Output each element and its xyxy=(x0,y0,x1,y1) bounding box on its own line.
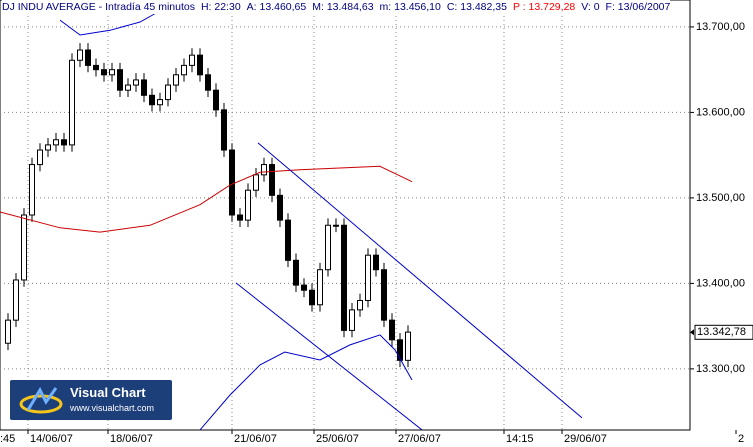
candle-body xyxy=(245,189,251,221)
candle-body xyxy=(293,259,299,286)
candle-body xyxy=(133,79,139,86)
watermark: Visual Chart www.visualchart.com xyxy=(10,380,172,420)
candle-body xyxy=(213,89,219,111)
candle-body xyxy=(229,149,235,216)
overlay-line xyxy=(257,142,583,419)
candle-body xyxy=(149,94,155,106)
candle-body xyxy=(277,194,283,221)
overlay-line xyxy=(59,11,159,36)
candle-body xyxy=(69,59,75,146)
last-value-arrow xyxy=(690,329,694,336)
candle-body xyxy=(45,144,51,151)
candle-body xyxy=(357,299,363,311)
x-tick-label: 25/06/07 xyxy=(316,433,359,445)
header-title: DJ INDU AVERAGE - Intradía 45 minutos xyxy=(2,1,195,13)
candle-body xyxy=(253,174,259,191)
candle-body xyxy=(29,164,35,216)
x-tick-label: 14/06/07 xyxy=(30,433,73,445)
x-tick-label: 2 xyxy=(738,433,744,445)
candle-body xyxy=(389,319,395,341)
candle-body xyxy=(197,54,203,76)
header-field: P : 13.729,28 xyxy=(512,1,576,13)
candle-body xyxy=(109,69,115,76)
header-field: m: 13.456,10 xyxy=(379,1,441,13)
candle-body xyxy=(61,139,67,146)
last-value-box xyxy=(694,324,753,340)
candle-body xyxy=(157,99,163,106)
x-tick-label: 27/06/07 xyxy=(398,433,441,445)
overlay-line xyxy=(0,165,413,233)
watermark-title: Visual Chart xyxy=(70,385,146,400)
candle-body xyxy=(125,84,131,91)
watermark-url: www.visualchart.com xyxy=(70,403,155,413)
x-tick-label: 21/06/07 xyxy=(234,433,277,445)
candle-body xyxy=(237,214,243,221)
candle-body xyxy=(301,284,307,291)
overlay-line xyxy=(199,334,413,430)
candle-body xyxy=(189,54,195,66)
candle-body xyxy=(325,224,331,271)
x-tick-label: 14:15 xyxy=(506,433,534,445)
x-tick-label: 29/06/07 xyxy=(564,433,607,445)
candle-body xyxy=(381,269,387,321)
candle-body xyxy=(165,84,171,101)
candle-body xyxy=(117,69,123,91)
candle-body xyxy=(221,109,227,151)
candle-body xyxy=(205,74,211,91)
logo-icon xyxy=(19,386,63,414)
candle-body xyxy=(373,254,379,271)
candle-body xyxy=(341,224,347,331)
y-tick-label: 13.700,00 xyxy=(696,21,745,33)
header: DJ INDU AVERAGE - Intradía 45 minutos H:… xyxy=(2,0,671,14)
header-field: F: 13/06/2007 xyxy=(605,1,671,13)
candle-body xyxy=(365,254,371,301)
y-tick-label: 13.400,00 xyxy=(696,277,745,289)
candle-body xyxy=(173,74,179,86)
x-tick-label: :45 xyxy=(0,433,15,445)
overlay-line xyxy=(235,282,423,430)
header-field: V: 0 xyxy=(581,1,600,13)
last-value-label: 13.342,78 xyxy=(697,326,746,338)
candle-body xyxy=(261,164,267,176)
candle-body xyxy=(5,319,11,344)
y-tick-label: 13.300,00 xyxy=(696,363,745,375)
y-tick-label: 13.500,00 xyxy=(696,192,745,204)
header-field: M: 13.484,63 xyxy=(312,1,374,13)
candle-body xyxy=(85,49,91,66)
candle-body xyxy=(269,164,275,196)
candle-body xyxy=(349,309,355,331)
candle-body xyxy=(101,69,107,76)
header-field: H: 22:30 xyxy=(200,1,241,13)
candle-body xyxy=(77,49,83,61)
candle-body xyxy=(141,79,147,96)
candle-body xyxy=(21,214,27,281)
candle-body xyxy=(181,64,187,76)
candle-body xyxy=(405,331,411,361)
candle-body xyxy=(37,149,43,166)
candle-body xyxy=(317,269,323,306)
candle-body xyxy=(53,139,59,146)
header-field: C: 13.482,35 xyxy=(446,1,507,13)
candle-body xyxy=(13,279,19,321)
y-tick-label: 13.600,00 xyxy=(696,106,745,118)
candle-body xyxy=(93,64,99,71)
header-field: A: 13.460,65 xyxy=(246,1,307,13)
candle-body xyxy=(397,339,403,361)
candle-body xyxy=(285,219,291,261)
candle-body xyxy=(333,224,339,227)
candle-body xyxy=(309,289,315,306)
x-tick-label: 18/06/07 xyxy=(110,433,153,445)
